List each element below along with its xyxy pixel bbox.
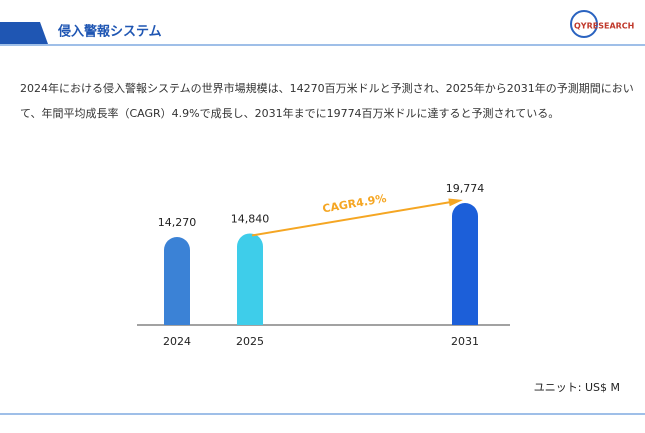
bar <box>164 236 190 325</box>
header-title: 侵入警報システム <box>57 24 162 40</box>
x-tick-label: 2031 <box>451 335 479 348</box>
value-label: 14,270 <box>158 216 197 229</box>
logo-ring <box>570 10 598 38</box>
cagr-arrowhead <box>448 198 463 207</box>
cagr-arrow <box>251 200 458 237</box>
value-label: 14,840 <box>231 212 270 225</box>
logo-text: QYRESEARCH <box>574 22 634 31</box>
x-tick-label: 2024 <box>163 335 191 348</box>
x-tick-label: 2025 <box>236 335 264 348</box>
unit-label: ユニット: US$ M <box>534 381 620 394</box>
bar <box>452 203 478 325</box>
description-line: 2024年における侵入警報システムの世界市場規模は、14270百万米ドルと予測さ… <box>20 81 634 95</box>
description-line: て、年間平均成長率（CAGR）4.9%で成長し、2031年までに19774百万米… <box>20 106 559 120</box>
header-tab <box>0 22 48 44</box>
value-label: 19,774 <box>446 182 485 195</box>
bar <box>237 233 263 325</box>
